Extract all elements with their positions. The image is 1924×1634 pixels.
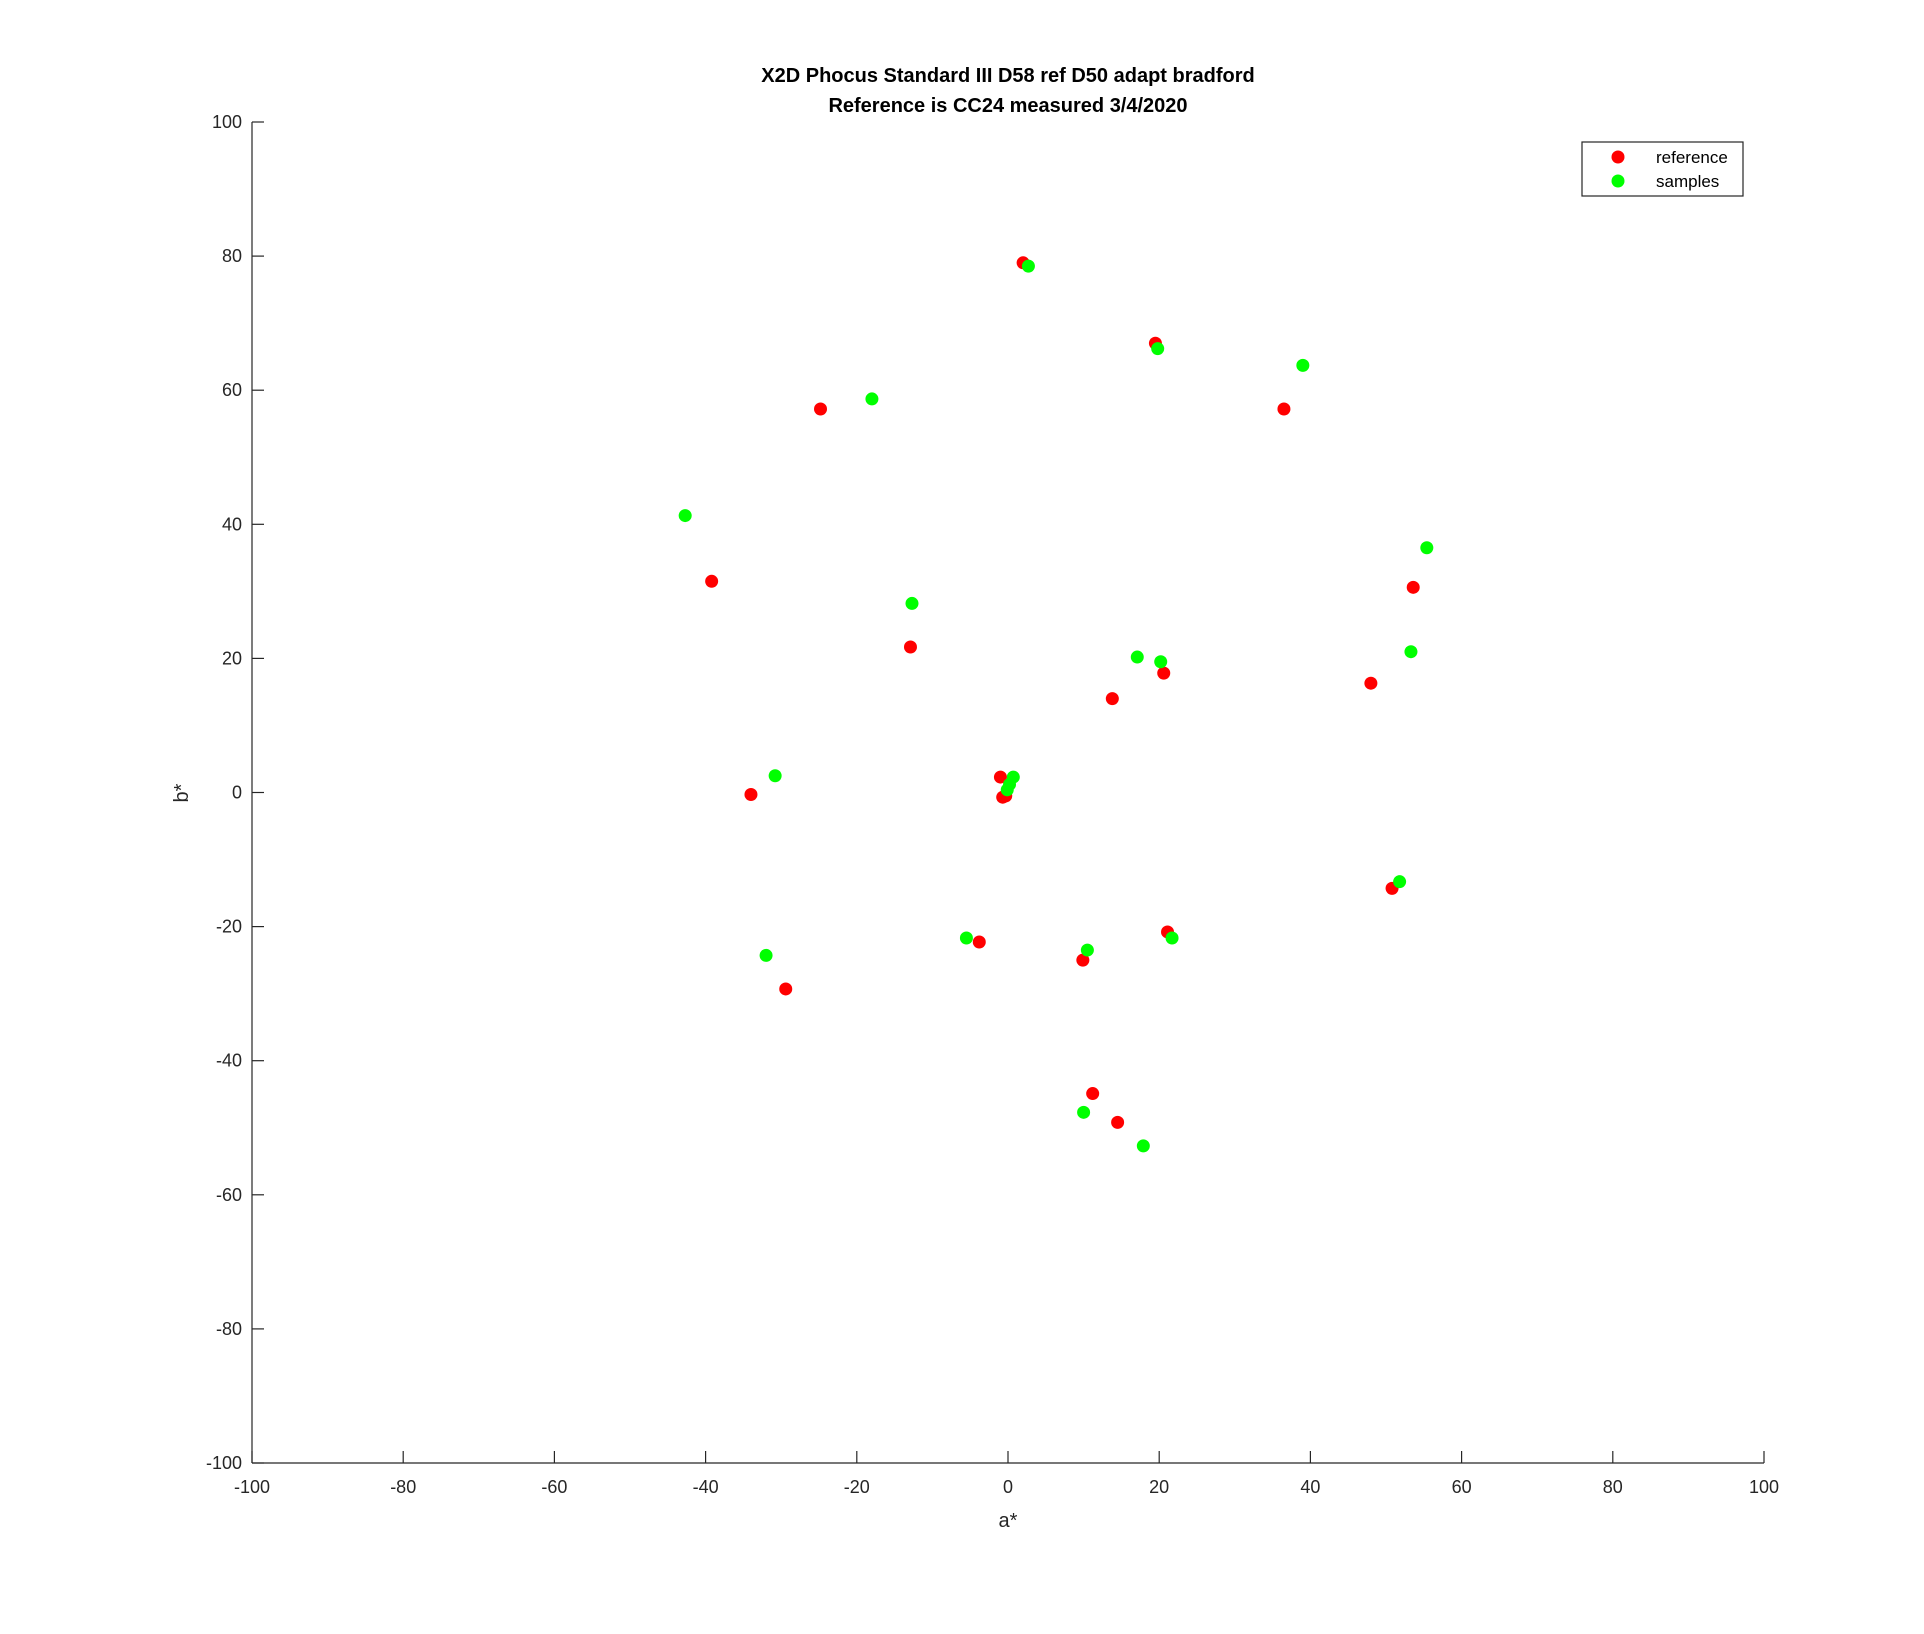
x-tick-label: 40 [1300,1477,1320,1497]
reference-point [1157,666,1171,680]
samples-point [865,392,879,406]
reference-point [1364,676,1378,690]
samples-point [678,509,692,523]
x-tick-label: 60 [1452,1477,1472,1497]
y-tick-label: 40 [222,514,242,534]
samples-point [1080,943,1094,957]
samples-point [1154,655,1168,669]
samples-point [1296,358,1310,372]
reference-point [903,640,917,654]
y-tick-label: -80 [216,1319,242,1339]
legend-marker-reference [1611,150,1625,164]
reference-point [1111,1115,1125,1129]
y-tick-label: 80 [222,246,242,266]
reference-point [1406,580,1420,594]
samples-point [768,769,782,783]
y-tick-label: -20 [216,917,242,937]
y-tick-label: -40 [216,1051,242,1071]
x-tick-label: 20 [1149,1477,1169,1497]
x-tick-label: -100 [234,1477,270,1497]
legend-box [1581,141,1744,197]
reference-point [972,935,986,949]
x-tick-label: 0 [1003,1477,1013,1497]
reference-point [993,770,1007,784]
samples-point [1393,875,1407,889]
y-axis-label: b* [171,783,193,802]
axis-ticks: -100 -80 -60 -40 -20 0 20 40 60 80 100 -100 -80 -60 -4… [206,112,1779,1497]
samples-point [905,596,919,610]
data-points [678,256,1434,1153]
series-reference [705,256,1420,1129]
samples-point [1404,645,1418,659]
legend-marker-samples [1611,174,1625,188]
x-tick-label: 80 [1603,1477,1623,1497]
samples-point [959,931,973,945]
y-tick-label: 100 [212,112,242,132]
y-tick-label: 20 [222,648,242,668]
x-tick-label: -60 [541,1477,567,1497]
reference-point [1277,402,1291,416]
samples-point [1420,541,1434,555]
legend: reference samples [1581,141,1744,197]
y-tick-label: -60 [216,1185,242,1205]
series-samples [678,259,1434,1153]
reference-point [705,574,719,588]
x-tick-label: -20 [844,1477,870,1497]
samples-point [1000,783,1014,797]
legend-label-samples: samples [1656,172,1719,191]
y-tick-label: -100 [206,1453,242,1473]
samples-point [1136,1139,1150,1153]
y-tick-label: 0 [232,783,242,803]
samples-point [1021,259,1035,273]
chart-title: X2D Phocus Standard III D58 ref D50 adap… [761,65,1254,87]
samples-point [759,948,773,962]
x-tick-label: -80 [390,1477,416,1497]
legend-label-reference: reference [1656,148,1728,167]
x-tick-label: -40 [693,1477,719,1497]
y-tick-label: 60 [222,380,242,400]
reference-point [1076,953,1090,967]
x-tick-label: 100 [1749,1477,1779,1497]
reference-point [1086,1087,1100,1101]
samples-point [1151,342,1165,356]
reference-point [744,788,758,802]
samples-point [1130,650,1144,664]
samples-point [1077,1105,1091,1119]
chart-subtitle: Reference is CC24 measured 3/4/2020 [828,95,1187,117]
reference-point [814,402,828,416]
samples-point [1165,931,1179,945]
reference-point [1105,692,1119,706]
reference-point [779,982,793,996]
x-axis-label: a* [999,1510,1018,1532]
